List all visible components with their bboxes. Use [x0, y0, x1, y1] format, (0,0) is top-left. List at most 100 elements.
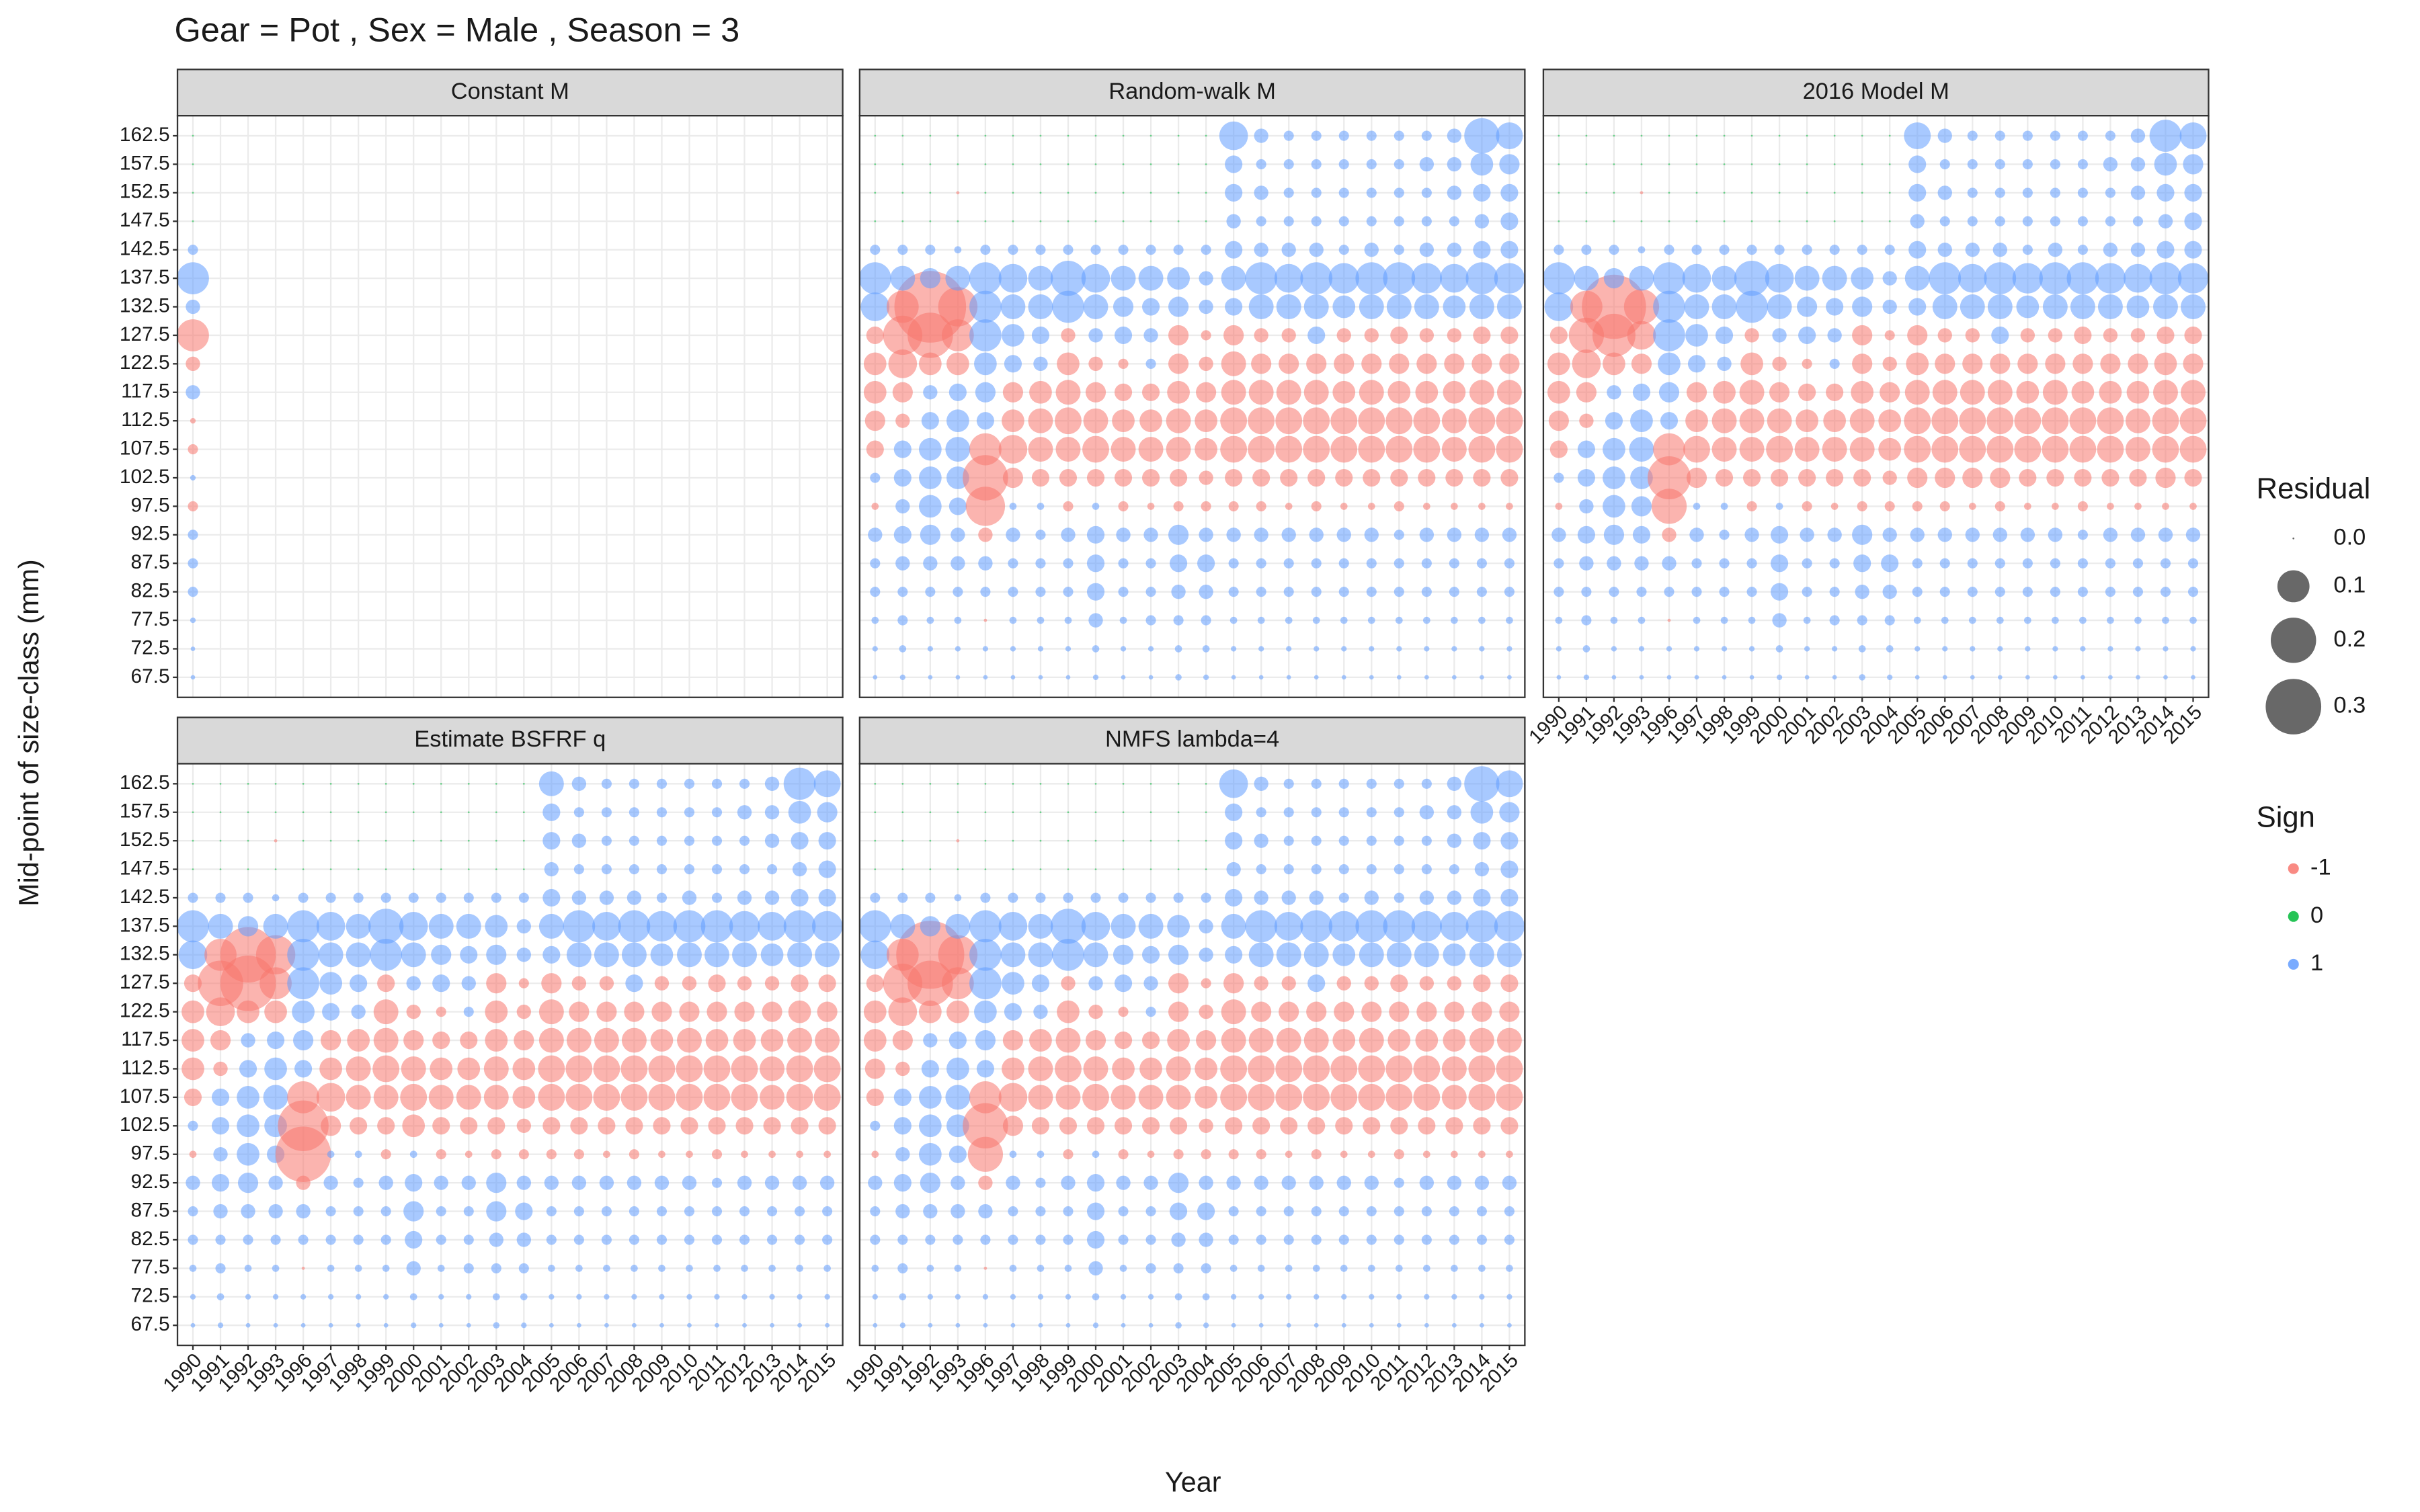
bubble	[1367, 616, 1375, 624]
bubble	[2126, 380, 2150, 404]
bubble	[184, 1088, 202, 1106]
y-tick-label: 92.5	[130, 523, 169, 545]
bubble	[918, 1000, 942, 1023]
bubble	[1039, 192, 1042, 194]
bubble	[1038, 1322, 1043, 1328]
bubble	[1281, 1175, 1296, 1190]
bubble	[2045, 353, 2066, 374]
bubble	[1055, 1055, 1082, 1083]
bubble	[601, 807, 612, 818]
bubble	[1684, 294, 1709, 320]
bubble	[998, 1083, 1028, 1112]
bubble	[1449, 587, 1459, 597]
bubble	[1254, 128, 1268, 143]
bubble	[1201, 978, 1211, 989]
bubble	[1778, 134, 1781, 137]
bubble	[1451, 1294, 1457, 1300]
bubble	[1394, 835, 1404, 846]
bubble	[1719, 245, 1730, 255]
bubble	[2107, 646, 2113, 652]
bubble	[1500, 974, 1519, 993]
bubble	[679, 1001, 700, 1022]
bubble	[1766, 435, 1793, 463]
bubble	[1686, 467, 1707, 489]
bubble	[1451, 646, 1457, 652]
bubble	[1168, 524, 1189, 545]
bubble	[1939, 159, 1950, 170]
bubble	[1167, 1029, 1190, 1052]
bubble	[325, 1206, 336, 1217]
bubble	[247, 868, 249, 870]
bubble	[1359, 294, 1384, 320]
bubble	[1939, 558, 1950, 569]
bubble	[1037, 1150, 1045, 1159]
bubble	[1507, 1322, 1512, 1328]
bubble	[466, 1322, 471, 1328]
bubble	[244, 1265, 252, 1272]
bubble	[1960, 380, 1985, 405]
bubble	[1967, 159, 1978, 170]
bubble	[1660, 412, 1679, 430]
bubble	[1556, 675, 1562, 680]
bubble	[2012, 263, 2043, 294]
bubble	[2149, 120, 2182, 152]
bubble	[1554, 245, 1564, 255]
bubble	[2183, 353, 2204, 374]
bubble	[2097, 294, 2123, 320]
bubble	[998, 263, 1028, 293]
bubble	[1653, 433, 1685, 466]
x-axis-title: Year	[1165, 1467, 1221, 1498]
bubble	[1667, 618, 1671, 622]
bubble	[918, 1114, 942, 1138]
bubble	[823, 1265, 831, 1272]
bubble	[2042, 380, 2068, 405]
bubble	[1111, 265, 1136, 291]
bubble	[1693, 503, 1701, 510]
bubble	[1251, 353, 1272, 374]
bubble	[1720, 503, 1728, 510]
bubble	[1411, 911, 1442, 942]
bubble	[1223, 973, 1244, 994]
legend-bubble	[2270, 618, 2316, 663]
bubble	[1143, 976, 1158, 991]
bubble	[1145, 1206, 1156, 1217]
bubble	[1474, 862, 1490, 877]
bubble	[929, 220, 932, 222]
bubble	[1471, 353, 1492, 374]
bubble	[1177, 868, 1180, 870]
bubble	[1009, 1150, 1017, 1159]
bubble	[1968, 503, 1976, 510]
bubble	[1303, 1055, 1330, 1083]
bubble	[1960, 294, 1985, 320]
bubble	[686, 1150, 693, 1159]
bubble	[957, 811, 959, 814]
bubble	[565, 1083, 593, 1111]
bubble	[1118, 1007, 1129, 1017]
bubble	[945, 265, 971, 291]
bubble	[1067, 220, 1070, 222]
bubble	[1283, 216, 1294, 226]
bubble	[1225, 1117, 1243, 1135]
bubble	[925, 1234, 936, 1245]
bubble	[711, 1177, 723, 1188]
bubble	[1369, 646, 1375, 652]
bubble	[870, 472, 881, 483]
bubble	[760, 1029, 784, 1052]
bubble	[272, 1265, 280, 1272]
bubble	[601, 1206, 612, 1217]
bubble	[1611, 646, 1617, 652]
bubble	[385, 868, 387, 870]
bubble	[188, 1120, 198, 1131]
bubble	[1609, 245, 1619, 255]
bubble	[2179, 435, 2207, 463]
bubble	[1147, 1150, 1155, 1159]
bubble	[770, 1322, 774, 1328]
bubble	[901, 811, 904, 814]
bubble	[795, 1206, 805, 1217]
bubble	[684, 1234, 695, 1245]
bubble	[1031, 974, 1050, 993]
bubble	[2162, 503, 2169, 510]
bubble	[700, 910, 733, 943]
bubble	[2130, 128, 2146, 143]
bubble	[1500, 888, 1519, 907]
